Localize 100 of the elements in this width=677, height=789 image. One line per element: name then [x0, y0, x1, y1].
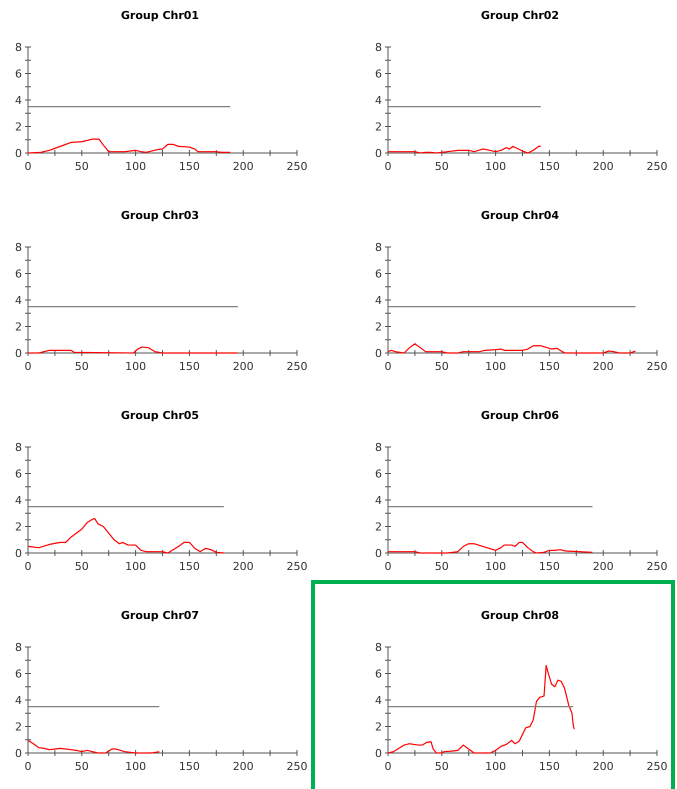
- x-tick-label: 100: [125, 760, 146, 773]
- y-tick-label: 6: [15, 668, 22, 680]
- x-tick-label: 100: [485, 760, 506, 773]
- y-tick-label: 8: [15, 641, 22, 654]
- chart-title: Group Chr07: [120, 609, 200, 622]
- y-tick-label: 4: [15, 94, 22, 107]
- y-tick-label: 8: [15, 441, 22, 454]
- y-tick-label: 4: [15, 494, 22, 507]
- y-tick-label: 2: [375, 120, 382, 134]
- y-tick-label: 8: [375, 641, 382, 654]
- x-tick-label: 50: [434, 160, 449, 173]
- x-tick-label: 50: [74, 760, 89, 773]
- chart-title: Group Chr02: [480, 9, 560, 22]
- x-tick-label: 200: [592, 360, 614, 373]
- y-tick-label: 4: [375, 694, 382, 707]
- y-tick-label: 4: [375, 294, 382, 307]
- y-tick-label: 8: [15, 241, 22, 254]
- x-tick-label: 0: [384, 560, 392, 573]
- x-tick-label: 50: [434, 360, 449, 373]
- x-tick-label: 0: [384, 360, 392, 373]
- y-tick-label: 6: [375, 68, 382, 80]
- x-tick-label: 200: [232, 160, 254, 173]
- y-tick-label: 2: [15, 720, 22, 734]
- x-tick-label: 100: [485, 560, 506, 573]
- x-tick-label: 100: [485, 360, 506, 373]
- y-tick-label: 0: [15, 747, 22, 760]
- y-tick-label: 6: [375, 668, 382, 680]
- x-tick-label: 50: [74, 360, 89, 373]
- y-tick-label: 0: [15, 347, 22, 360]
- y-tick-label: 4: [15, 694, 22, 707]
- line-series: [387, 664, 575, 754]
- x-tick-label: 150: [538, 760, 560, 773]
- y-tick-label: 6: [15, 68, 22, 80]
- x-tick-label: 150: [178, 560, 200, 573]
- y-tick-label: 6: [375, 468, 382, 480]
- line-series: [387, 542, 594, 554]
- x-tick-label: 50: [74, 160, 89, 173]
- x-tick-label: 0: [24, 360, 32, 373]
- y-tick-label: 0: [375, 747, 382, 760]
- x-tick-label: 100: [125, 560, 146, 573]
- y-tick-label: 6: [15, 268, 22, 280]
- y-tick-label: 2: [375, 320, 382, 334]
- x-tick-label: 250: [286, 560, 308, 573]
- x-tick-label: 250: [646, 560, 668, 573]
- x-tick-label: 150: [178, 760, 200, 773]
- x-tick-label: 200: [232, 760, 254, 773]
- x-tick-label: 200: [592, 760, 614, 773]
- line-series: [27, 518, 224, 554]
- y-tick-label: 2: [15, 520, 22, 534]
- x-tick-label: 0: [24, 760, 32, 773]
- y-tick-label: 0: [15, 547, 22, 560]
- x-tick-label: 250: [646, 760, 668, 773]
- x-tick-label: 50: [74, 560, 89, 573]
- chart-title: Group Chr08: [480, 609, 560, 622]
- x-tick-label: 100: [125, 360, 146, 373]
- y-tick-label: 2: [15, 320, 22, 334]
- line-series: [27, 740, 160, 754]
- y-tick-label: 2: [375, 720, 382, 734]
- x-tick-label: 0: [384, 760, 392, 773]
- y-tick-label: 4: [15, 294, 22, 307]
- x-tick-label: 250: [646, 160, 668, 173]
- y-tick-label: 0: [375, 547, 382, 560]
- y-tick-label: 8: [375, 441, 382, 454]
- x-tick-label: 250: [286, 760, 308, 773]
- x-tick-label: 0: [24, 160, 32, 173]
- x-tick-label: 150: [178, 160, 200, 173]
- chart-title: Group Chr05: [120, 409, 200, 422]
- chart-title: Group Chr04: [480, 209, 560, 222]
- x-tick-label: 200: [232, 560, 254, 573]
- y-tick-label: 4: [375, 494, 382, 507]
- x-tick-label: 250: [286, 360, 308, 373]
- x-tick-label: 150: [538, 360, 560, 373]
- y-tick-label: 6: [15, 468, 22, 480]
- y-tick-label: 2: [15, 120, 22, 134]
- chart-title: Group Chr01: [120, 9, 200, 22]
- y-tick-label: 6: [375, 268, 382, 280]
- x-tick-label: 200: [592, 560, 614, 573]
- x-tick-label: 100: [485, 160, 506, 173]
- y-tick-label: 2: [375, 520, 382, 534]
- x-tick-label: 150: [178, 360, 200, 373]
- y-tick-label: 0: [375, 147, 382, 160]
- x-tick-label: 250: [286, 160, 308, 173]
- y-tick-label: 0: [15, 147, 22, 160]
- chart-title: Group Chr06: [480, 409, 560, 422]
- x-tick-label: 200: [592, 160, 614, 173]
- y-tick-label: 8: [375, 241, 382, 254]
- y-tick-label: 8: [375, 41, 382, 54]
- x-tick-label: 100: [125, 160, 146, 173]
- x-tick-label: 0: [24, 560, 32, 573]
- x-tick-label: 150: [538, 560, 560, 573]
- line-series: [27, 138, 231, 154]
- x-tick-label: 250: [646, 360, 668, 373]
- x-tick-label: 200: [232, 360, 254, 373]
- y-tick-label: 0: [375, 347, 382, 360]
- x-tick-label: 50: [434, 560, 449, 573]
- y-tick-label: 8: [15, 41, 22, 54]
- y-tick-label: 4: [375, 94, 382, 107]
- x-tick-label: 0: [384, 160, 392, 173]
- x-tick-label: 150: [538, 160, 560, 173]
- x-tick-label: 50: [434, 760, 449, 773]
